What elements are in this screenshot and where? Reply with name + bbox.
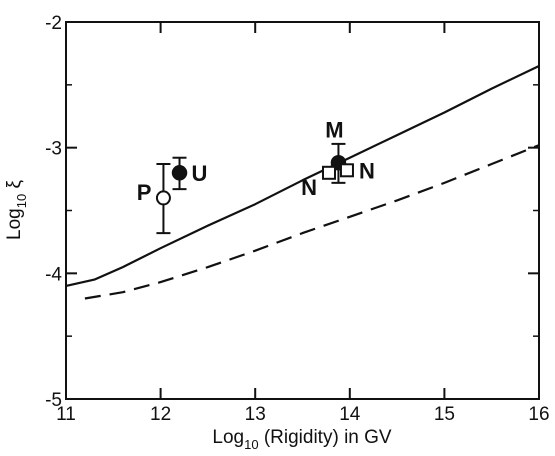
x-tick-label: 11 — [56, 404, 76, 425]
data-point-n: N — [339, 158, 375, 183]
data-point-n: N — [301, 165, 336, 200]
x-tick-label: 13 — [245, 404, 266, 425]
point-label: N — [301, 175, 317, 200]
open-square-marker — [339, 163, 354, 178]
curves — [65, 65, 540, 300]
point-label: M — [325, 118, 343, 143]
open-square-marker — [321, 165, 336, 180]
point-label: N — [359, 158, 375, 183]
y-axis-label: Log10 ξ — [4, 180, 29, 240]
x-tick-label: 12 — [150, 404, 171, 425]
y-tick-label: -3 — [45, 139, 62, 160]
filled-circle-marker — [171, 165, 188, 181]
data-point-u: U — [171, 156, 208, 191]
y-tick-label: -2 — [45, 13, 62, 34]
x-tick-label: 16 — [528, 404, 549, 425]
solid-curve — [65, 65, 540, 287]
plot-frame — [65, 21, 540, 400]
axis-ticks: 11 12 13 14 15 16 -5 -4 -3 -2 — [45, 13, 549, 425]
x-tick-label: 15 — [434, 404, 455, 425]
dashed-curve — [84, 144, 540, 300]
x-axis-label: Log10 (Rigidity) in GV — [212, 427, 392, 452]
point-label: U — [192, 161, 208, 186]
open-circle-marker — [155, 190, 171, 206]
data-point-p: P — [137, 163, 171, 235]
x-tick-label: 14 — [339, 404, 361, 425]
y-tick-label: -5 — [45, 390, 62, 411]
point-label: P — [137, 180, 152, 205]
y-tick-label: -4 — [45, 264, 62, 285]
